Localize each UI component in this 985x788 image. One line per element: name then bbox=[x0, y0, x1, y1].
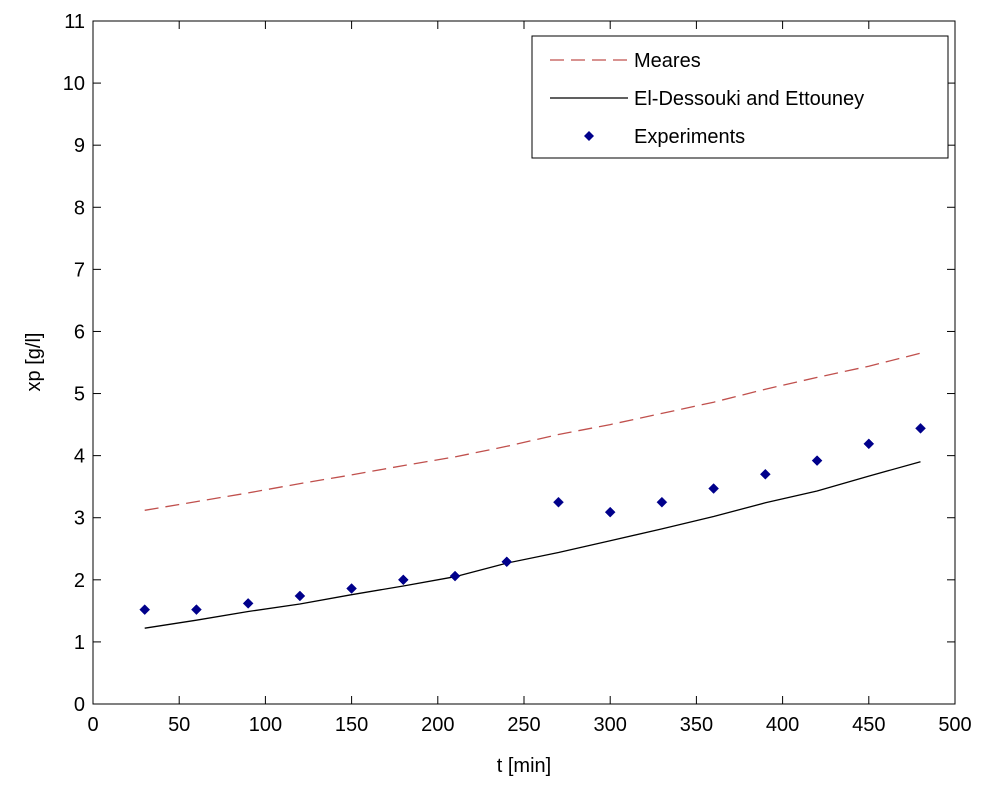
y-axis: 0 1 2 3 4 5 6 7 8 9 10 11 bbox=[63, 11, 955, 716]
legend-label-el-dessouki: El-Dessouki and Ettouney bbox=[634, 88, 864, 110]
data-point-experiments bbox=[863, 438, 875, 450]
legend-box bbox=[531, 35, 949, 159]
data-point-experiments bbox=[139, 604, 151, 615]
legend: Meares El-Dessouki and Ettouney Experime… bbox=[531, 35, 949, 159]
data-point-experiments bbox=[397, 574, 409, 586]
data-point-experiments bbox=[708, 483, 719, 494]
data-point-experiments bbox=[760, 468, 771, 480]
x-tick-label: 400 bbox=[766, 714, 799, 736]
y-tick-label: 4 bbox=[74, 446, 85, 468]
x-tick-label: 450 bbox=[852, 714, 885, 736]
y-tick-label: 8 bbox=[74, 197, 85, 219]
y-tick-label: 1 bbox=[74, 632, 85, 654]
legend-swatch-experiments bbox=[584, 131, 594, 141]
data-point-experiments bbox=[656, 496, 668, 508]
x-tick-label: 250 bbox=[507, 714, 540, 736]
x-tick-label: 100 bbox=[249, 714, 282, 736]
data-point-experiments bbox=[449, 570, 461, 582]
data-point-experiments bbox=[811, 455, 823, 466]
legend-label-experiments: Experiments bbox=[634, 126, 745, 148]
y-tick-label: 11 bbox=[64, 11, 85, 33]
y-tick-label: 6 bbox=[74, 321, 85, 343]
y-tick-label: 3 bbox=[74, 508, 85, 530]
x-axis: 0 50 100 150 200 250 300 350 400 450 500 bbox=[87, 21, 972, 736]
data-point-experiments bbox=[346, 583, 357, 594]
y-tick-label: 10 bbox=[63, 73, 85, 95]
y-tick-label: 7 bbox=[74, 259, 85, 281]
data-point-experiments bbox=[294, 590, 306, 602]
data-point-experiments bbox=[553, 496, 564, 508]
data-point-experiments bbox=[915, 422, 926, 434]
y-axis-label: xp [g/l] bbox=[23, 333, 45, 392]
series-layer bbox=[139, 352, 926, 629]
x-tick-label: 0 bbox=[87, 714, 98, 736]
x-tick-label: 200 bbox=[421, 714, 454, 736]
x-tick-label: 500 bbox=[938, 714, 971, 736]
data-point-experiments bbox=[242, 598, 254, 609]
series-line-el-dessouki-and-ettouney bbox=[144, 461, 921, 629]
x-axis-label: t [min] bbox=[497, 755, 551, 777]
y-tick-label: 9 bbox=[74, 135, 85, 157]
data-point-experiments bbox=[501, 556, 513, 568]
y-tick-label: 5 bbox=[74, 384, 85, 406]
legend-label-meares: Meares bbox=[634, 50, 701, 72]
x-tick-label: 350 bbox=[680, 714, 713, 736]
x-tick-label: 50 bbox=[168, 714, 190, 736]
series-line-meares bbox=[144, 352, 921, 511]
data-point-experiments bbox=[191, 604, 202, 615]
y-tick-label: 2 bbox=[74, 570, 85, 592]
x-tick-label: 300 bbox=[594, 714, 627, 736]
data-point-experiments bbox=[604, 506, 616, 518]
x-tick-label: 150 bbox=[335, 714, 368, 736]
y-tick-label: 0 bbox=[74, 694, 85, 716]
